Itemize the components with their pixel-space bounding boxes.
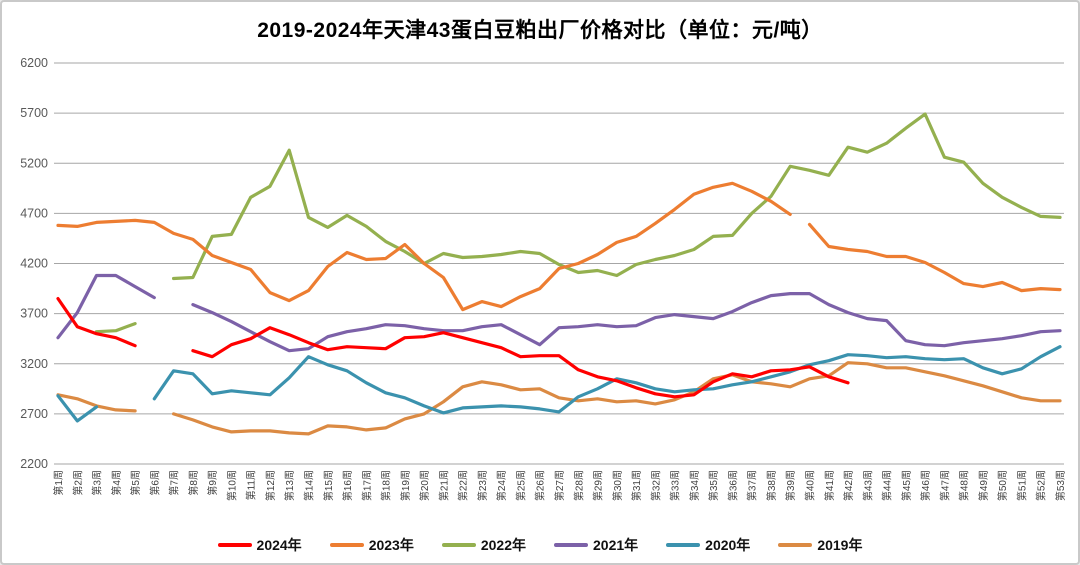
x-axis-tick-label: 第30周 [611,470,624,501]
y-axis-tick-label: 5200 [20,156,48,170]
x-axis-tick-label: 第14周 [303,470,316,501]
legend-swatch-2021年 [554,543,588,547]
x-axis-tick-label: 第40周 [804,470,817,501]
y-axis-tick-label: 3200 [20,357,48,371]
x-axis-tick-label: 第41周 [823,470,836,501]
x-axis-tick-label: 第42周 [842,470,855,501]
x-axis-tick-label: 第33周 [669,470,682,501]
series-line-2020年 [152,345,1062,415]
legend-label: 2020年 [705,537,751,553]
series-line-2020年 [56,394,99,423]
x-axis-tick-label: 第24周 [495,470,508,501]
x-axis-tick-label: 第53周 [1054,470,1067,501]
x-axis-tick-label: 第12周 [264,470,277,501]
legend-item-2022年: 2022年 [441,535,526,555]
x-axis-tick-label: 第52周 [1035,470,1048,501]
x-axis-tick-label: 第48周 [958,470,971,501]
x-axis-tick-label: 第39周 [784,470,797,501]
x-axis-tick-label: 第28周 [572,470,585,501]
chart-legend: 2024年 2023年 2022年 2021年 2020年 2019年 [2,535,1078,555]
chart-title: 2019-2024年天津43蛋白豆粕出厂价格对比（单位：元/吨） [257,19,823,42]
legend-swatch-2022年 [441,543,476,547]
y-axis-tick-label: 4700 [20,206,48,220]
x-axis-tick-label: 第1周 [52,470,65,496]
x-axis-tick-label: 第29周 [592,470,605,501]
legend-item-2023年: 2023年 [329,535,414,555]
x-axis-tick-label: 第31周 [630,470,643,501]
x-axis-tick-label: 第22周 [457,470,470,501]
y-axis-tick-label: 2200 [20,457,48,471]
series-line-2021年 [56,273,156,340]
legend-label: 2023年 [368,537,414,553]
x-axis-tick-label: 第36周 [726,470,739,501]
legend-swatch-2024年 [217,543,252,547]
series-line-2024年 [191,326,850,399]
x-axis-tick-label: 第19周 [399,470,412,501]
series-line-2019年 [172,361,1062,436]
x-axis-tick-label: 第5周 [129,470,142,496]
legend-item-2020年: 2020年 [666,535,750,555]
y-axis-tick-label: 3700 [20,307,48,321]
x-axis-tick-label: 第45周 [900,470,913,501]
legend-swatch-2020年 [666,543,701,547]
x-axis-tick-label: 第17周 [360,470,373,501]
x-axis-tick-label: 第25周 [514,470,527,501]
legend-item-2024年: 2024年 [217,535,302,555]
y-axis-tick-label: 5700 [20,106,48,120]
series-line-2021年 [191,292,1062,353]
x-axis-tick-label: 第21周 [437,470,450,501]
series-line-2022年 [172,112,1062,281]
x-axis-tick-label: 第4周 [110,470,123,496]
x-axis-tick-label: 第16周 [341,470,354,501]
x-axis-tick-label: 第13周 [283,470,296,501]
legend-label: 2024年 [256,537,302,553]
x-axis-tick-label: 第8周 [187,470,200,496]
y-axis-tick-label: 4200 [20,257,48,271]
x-axis-tick-label: 第2周 [71,470,84,496]
legend-item-2021年: 2021年 [554,535,638,555]
x-axis-tick-label: 第23周 [476,470,489,501]
x-axis-tick-label: 第46周 [919,470,932,501]
series-line-2023年 [56,181,792,312]
x-axis-tick-label: 第47周 [938,470,951,501]
x-axis-tick-label: 第9周 [206,470,219,496]
x-axis-tick-label: 第6周 [148,470,161,496]
x-axis-tick-label: 第49周 [977,470,990,501]
legend-swatch-2019年 [778,543,813,547]
legend-label: 2021年 [593,537,639,553]
x-axis-tick-label: 第50周 [996,470,1009,501]
series-line-2024年 [56,297,137,348]
x-axis-tick-label: 第44周 [881,470,894,501]
x-axis-tick-label: 第3周 [91,470,104,496]
x-axis-tick-label: 第10周 [225,470,238,501]
x-axis-tick-label: 第27周 [553,470,566,501]
x-axis-tick-label: 第7周 [168,470,181,496]
series-line-2023年 [807,222,1062,293]
x-axis-tick-label: 第43周 [861,470,874,501]
x-axis-tick-label: 第38周 [765,470,778,501]
x-axis-tick-label: 第32周 [649,470,662,501]
x-axis-tick-label: 第51周 [1015,470,1028,501]
x-axis-tick-label: 第20周 [418,470,431,501]
x-axis-tick-label: 第35周 [707,470,720,501]
y-axis-tick-label: 6200 [20,56,48,70]
x-axis-tick-label: 第18周 [380,470,393,501]
legend-swatch-2023年 [329,543,364,547]
y-axis-tick-label: 2700 [20,407,48,421]
x-axis-tick-label: 第37周 [746,470,759,501]
legend-item-2019年: 2019年 [778,535,862,555]
x-axis-tick-label: 第11周 [245,470,258,500]
x-axis-tick-label: 第15周 [322,470,335,501]
series-line-2022年 [94,322,137,334]
legend-label: 2022年 [480,537,526,553]
legend-label: 2019年 [817,537,863,553]
x-axis-tick-label: 第34周 [688,470,701,501]
x-axis-tick-label: 第26周 [534,470,547,501]
